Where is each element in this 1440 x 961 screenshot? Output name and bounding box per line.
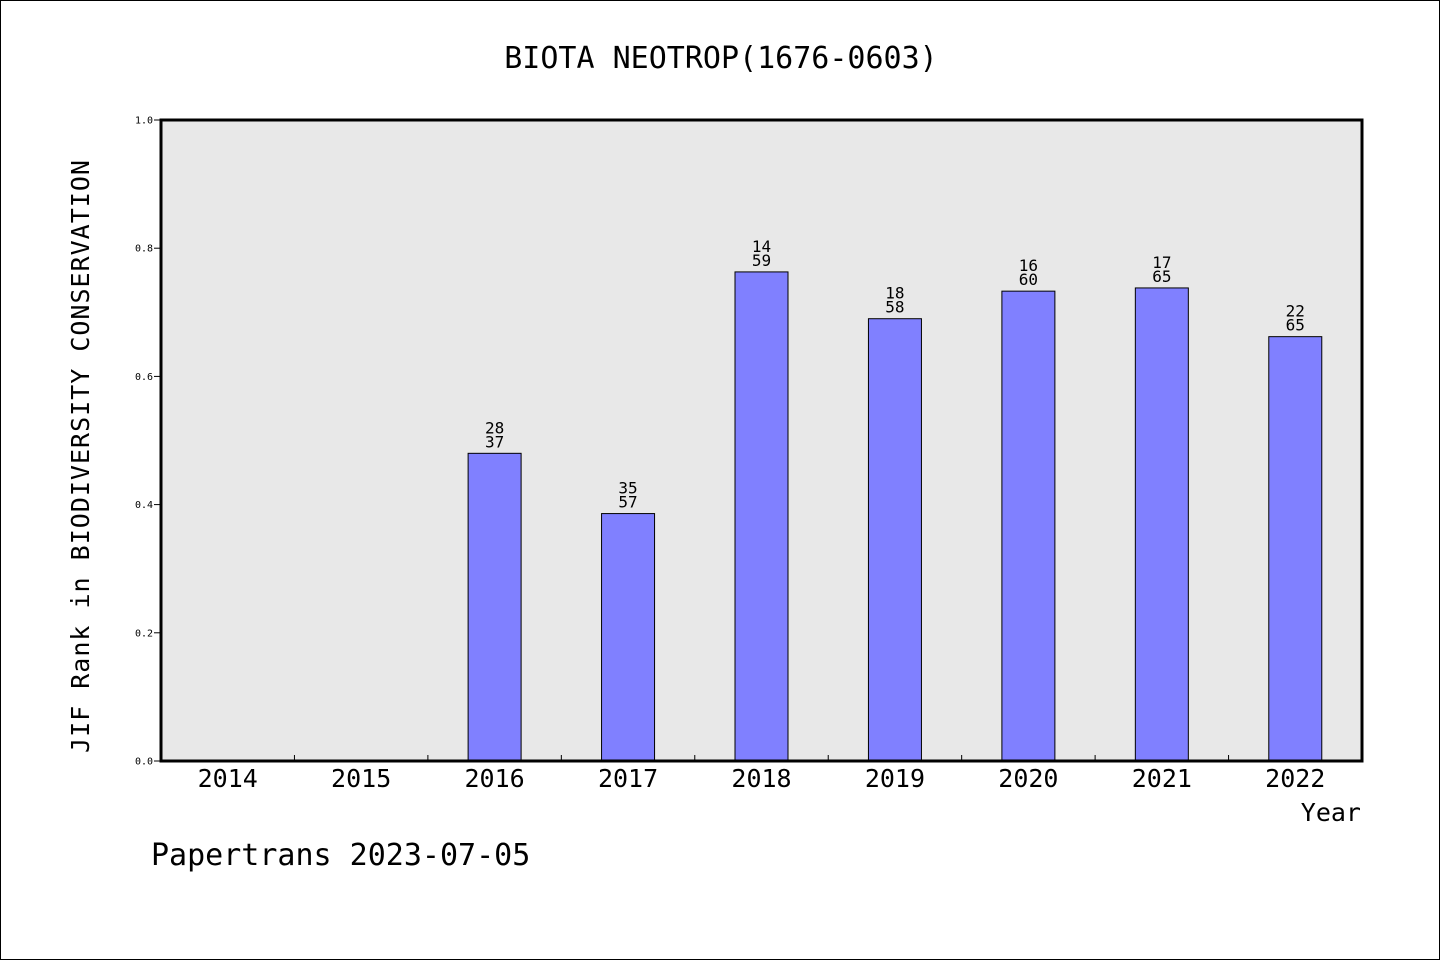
x-tick-label: 2019 [865,764,925,793]
bar-rank-label: 28 [485,418,504,437]
bar-rank-label: 16 [1019,256,1038,275]
bar-2018 [734,271,789,762]
y-tick-label: 0.6 [135,372,153,383]
bar-total-label: 60 [1019,270,1038,289]
bar-2021 [1134,287,1189,762]
bar-2017 [601,513,656,762]
y-tick-label: 0.8 [135,244,153,255]
y-tick-label: 0.2 [135,628,153,639]
bar-2019 [867,318,922,762]
x-tick-label: 2015 [331,764,391,793]
x-tick-label: 2016 [465,764,525,793]
y-axis-label: JIF Rank in BIODIVERSITY CONSERVATION [66,159,95,753]
x-axis: 2014 2015 2016 2017 2018 2019 2020 2021 2022 [198,755,1325,793]
bar-total-label: 65 [1286,316,1305,335]
x-tick-label: 2017 [598,764,658,793]
footer-credit: Papertrans 2023-07-05 [151,838,530,873]
bar-2022 [1268,336,1323,762]
bar-total-label: 59 [752,251,771,270]
x-tick-label: 2018 [731,764,791,793]
bar-rank-label: 22 [1286,302,1305,321]
bars-group [467,271,1323,762]
x-tick-label: 2021 [1132,764,1192,793]
x-tick-label: 2014 [198,764,258,793]
bar-rank-label: 14 [752,237,771,256]
bar-total-label: 65 [1152,267,1171,286]
y-tick-label: 0.0 [135,757,153,768]
bar-total-label: 58 [885,298,904,317]
y-tick-label: 0.4 [135,500,153,511]
x-axis-label: Year [1301,798,1361,827]
y-axis: 0.0 0.2 0.4 0.6 0.8 1.0 [135,116,161,768]
bar-rank-label: 17 [1152,253,1171,272]
bar-2016 [467,452,522,762]
x-tick-label: 2020 [998,764,1058,793]
plot-border [159,118,1364,763]
chart-title: BIOTA NEOTROP(1676-0603) [504,41,937,76]
bar-total-label: 37 [485,432,504,451]
y-tick-label: 1.0 [135,116,153,127]
bar-total-label: 57 [618,493,637,512]
x-tick-label: 2022 [1265,764,1325,793]
bar-rank-label: 35 [618,479,637,498]
bar-rank-label: 18 [885,284,904,303]
bar-2020 [1001,290,1056,762]
